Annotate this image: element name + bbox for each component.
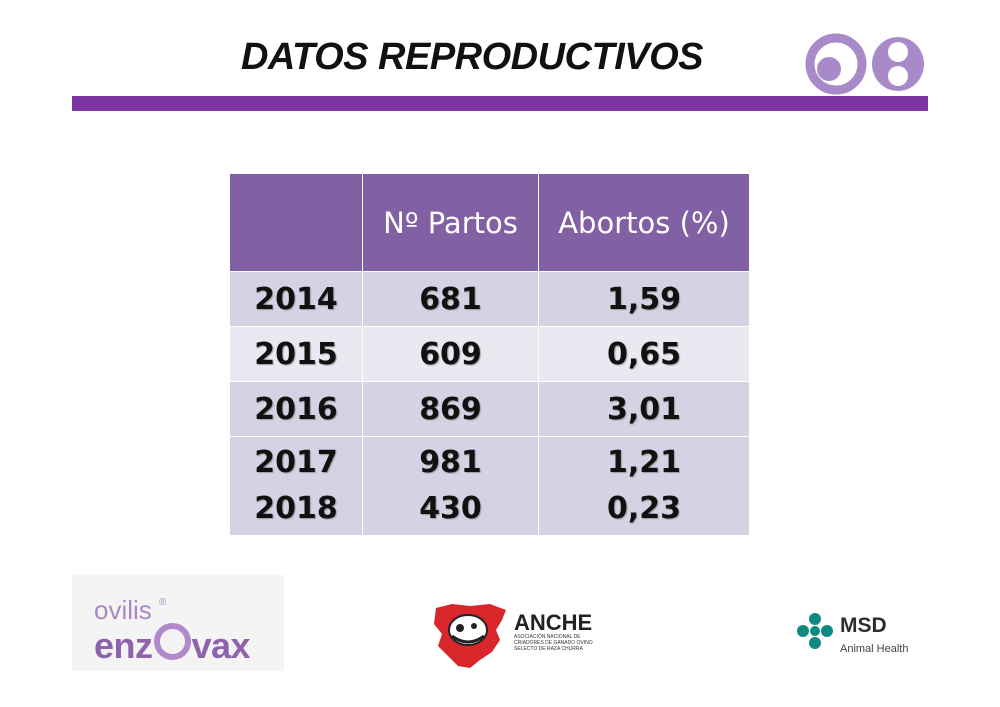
partos-cell: 869: [362, 381, 539, 437]
table-row: 2016 869 3,01: [229, 381, 750, 437]
ovilis-registered-mark: ®: [159, 597, 167, 608]
abortos-value: 0,23: [606, 491, 682, 526]
ovilis-logo-line2: enz vax: [94, 623, 251, 667]
msd-cross-icon: [797, 613, 833, 649]
abortos-cell: 1,59: [538, 271, 750, 327]
year-value: 2018: [254, 491, 338, 526]
anche-logo-subtitle: ASOCIACIÓN NACIONAL DE CRIADORES DE GANA…: [514, 634, 593, 652]
ovilis-logo-part-b: vax: [191, 625, 251, 666]
partos-cell: 981 430: [362, 436, 539, 536]
partos-value: 981: [419, 445, 482, 480]
year-cell: 2015: [229, 326, 363, 382]
abortos-cell: 3,01: [538, 381, 750, 437]
msd-logo-subtitle: Animal Health: [840, 643, 909, 655]
reproductive-data-table: Nº Partos Abortos (%) 2014 681 1,59 2015…: [229, 173, 750, 536]
ovilis-enzovax-logo: ovilis ® enz vax: [72, 575, 284, 671]
table-row: 2015 609 0,65: [229, 326, 750, 382]
year-cell: 2016: [229, 381, 363, 437]
partos-cell: 609: [362, 326, 539, 382]
abortos-cell: 0,65: [538, 326, 750, 382]
table-header-partos: Nº Partos: [362, 173, 539, 272]
partos-value: 430: [419, 491, 482, 526]
year-cell: 2014: [229, 271, 363, 327]
ovilis-o-ring-icon: [153, 623, 191, 660]
msd-animal-health-logo: MSD Animal Health: [796, 612, 936, 662]
logo-08-icon: [805, 33, 924, 95]
page-title: DATOS REPRODUCTIVOS: [240, 36, 704, 78]
title-underline-bar: [72, 96, 928, 111]
year-cell: 2017 2018: [229, 436, 363, 536]
msd-logo-name: MSD: [840, 614, 887, 637]
anche-map-icon: [434, 604, 506, 668]
table-header-abortos: Abortos (%): [538, 173, 750, 272]
ovilis-logo-line1: ovilis: [94, 595, 152, 625]
anche-logo: ANCHE ASOCIACIÓN NACIONAL DE CRIADORES D…: [430, 600, 600, 672]
abortos-value: 1,21: [606, 445, 682, 480]
anche-logo-name: ANCHE: [514, 610, 593, 635]
partos-cell: 681: [362, 271, 539, 327]
ovilis-logo-part-a: enz: [94, 625, 153, 666]
year-value: 2017: [254, 445, 338, 480]
table-header-empty: [229, 173, 363, 272]
table-header-row: Nº Partos Abortos (%): [229, 173, 750, 272]
table-row: 2017 2018 981 430 1,21 0,23: [229, 436, 750, 536]
table-row: 2014 681 1,59: [229, 271, 750, 327]
abortos-cell: 1,21 0,23: [538, 436, 750, 536]
